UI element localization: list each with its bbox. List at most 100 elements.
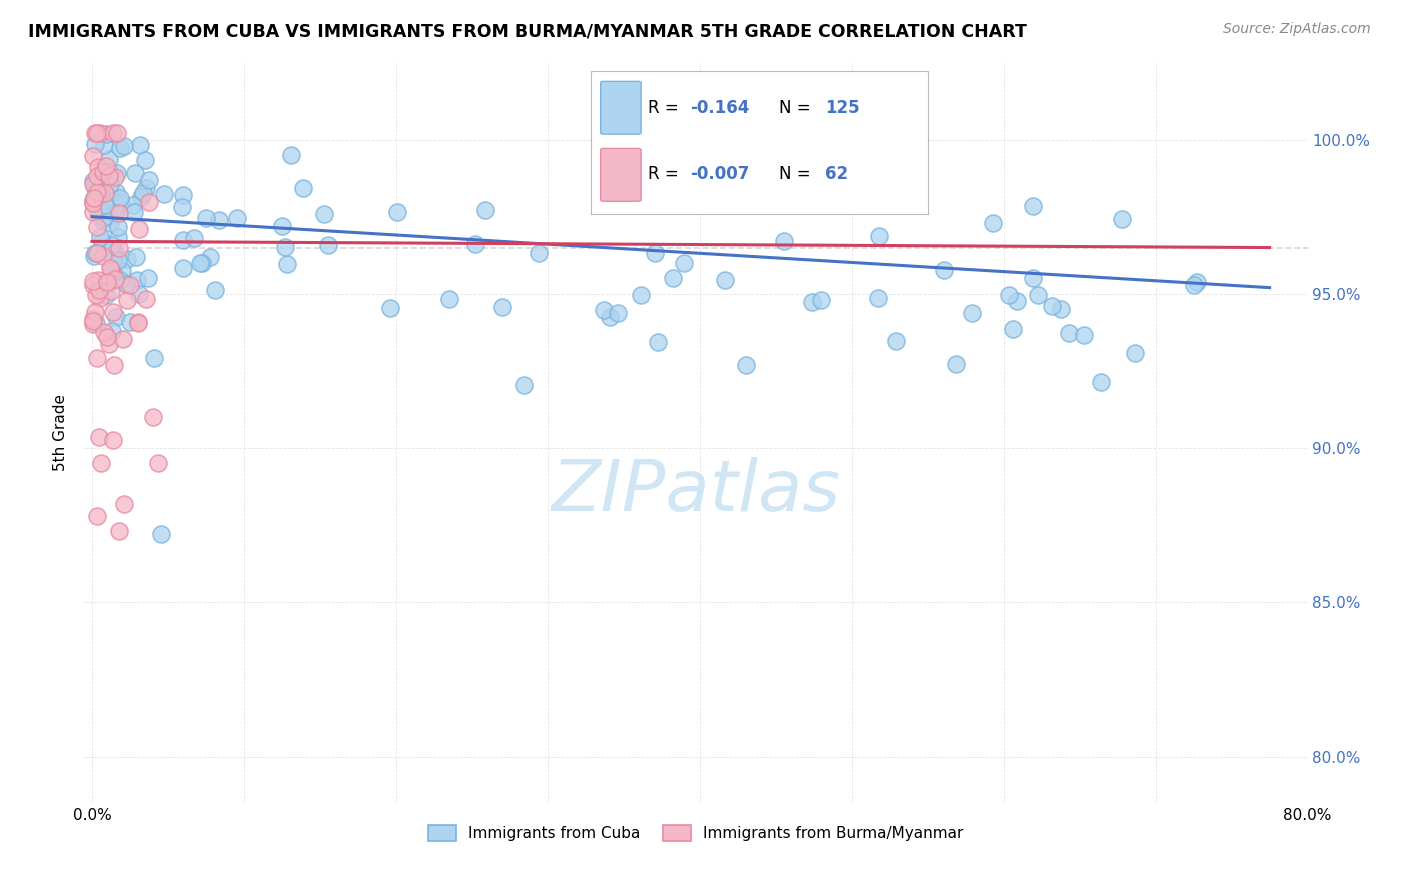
Point [607,305,630,319]
Point [86,351,108,366]
Point [83,191,105,205]
Point [121,197,143,211]
Text: ZIPatlas: ZIPatlas [551,458,841,526]
Point [89,185,111,199]
Point [96,330,118,344]
Point [183,231,205,245]
Point [87,430,110,444]
Point [86,508,108,523]
Point [208,213,231,227]
Point [1005,294,1028,309]
Point [91,165,114,179]
Point [124,166,146,180]
Point [100,284,122,298]
Point [593,302,616,317]
Point [226,211,249,225]
Point [82,317,104,331]
Point [104,206,127,220]
Point [108,141,131,155]
Point [981,216,1004,230]
Point [198,250,221,264]
Point [93,325,115,339]
Point [773,235,796,249]
Point [82,149,104,163]
Point [276,257,298,271]
Y-axis label: 5th Grade: 5th Grade [53,394,69,471]
Point [101,253,124,268]
Text: 125: 125 [825,99,859,117]
Point [111,264,134,278]
Point [129,138,152,153]
Point [1185,275,1208,289]
Point [630,288,652,302]
Point [104,195,127,210]
Point [107,219,129,234]
Point [82,178,104,192]
Point [105,166,128,180]
Point [82,278,104,293]
Point [127,315,149,329]
Point [86,246,108,260]
Point [127,273,149,287]
Point [87,283,110,297]
Point [82,195,104,210]
Point [86,127,108,141]
Point [118,277,141,292]
Point [270,219,292,233]
Point [110,195,132,210]
Point [527,245,550,260]
Point [810,293,832,307]
Point [132,186,155,201]
Point [122,205,145,219]
Text: R =: R = [648,99,683,117]
Point [111,332,134,346]
Point [172,233,194,247]
Point [96,287,118,301]
Point [1111,211,1133,226]
Point [89,291,111,305]
Legend: Immigrants from Cuba, Immigrants from Burma/Myanmar: Immigrants from Cuba, Immigrants from Bu… [422,819,970,847]
Point [292,181,315,195]
Text: -0.164: -0.164 [690,99,749,117]
FancyBboxPatch shape [600,81,641,134]
Point [280,147,302,161]
Point [672,256,695,270]
FancyBboxPatch shape [600,148,641,202]
Point [91,235,114,249]
Point [378,301,401,316]
Point [735,358,758,372]
Point [84,246,107,260]
Point [661,271,683,285]
Point [172,261,194,276]
Point [117,293,139,307]
Text: R =: R = [648,165,683,183]
Point [101,127,124,141]
Point [103,358,125,372]
Point [82,195,104,210]
Point [316,238,339,252]
Point [97,276,120,290]
Point [93,138,115,153]
Point [87,273,110,287]
Point [107,253,129,268]
Point [127,317,149,331]
Point [83,180,105,194]
Point [172,187,194,202]
Point [1022,270,1045,285]
Point [204,283,226,297]
Point [115,277,138,291]
Point [1050,301,1073,316]
Point [101,237,124,252]
Point [86,169,108,183]
Text: N =: N = [779,165,817,183]
Point [86,288,108,302]
Point [103,245,125,260]
Point [491,300,513,314]
Point [94,127,117,141]
Point [108,272,131,286]
Point [91,249,114,263]
Point [474,202,496,217]
Text: Source: ZipAtlas.com: Source: ZipAtlas.com [1223,22,1371,37]
Point [82,314,104,328]
Point [1182,277,1205,292]
